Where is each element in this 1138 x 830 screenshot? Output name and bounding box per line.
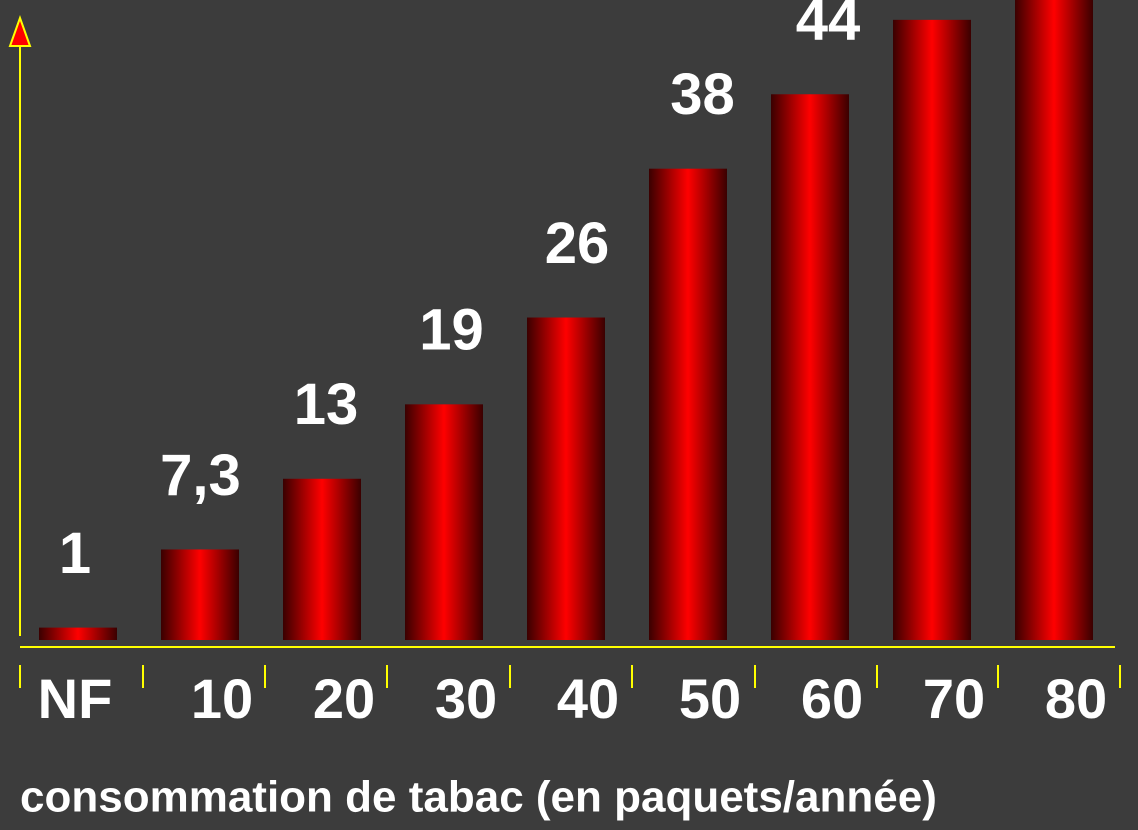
x-tick-label: 40 bbox=[557, 667, 619, 730]
y-axis-arrow bbox=[8, 15, 32, 47]
value-label: 7,3 bbox=[160, 443, 241, 508]
bar bbox=[405, 404, 483, 640]
x-tick-label: 20 bbox=[313, 667, 375, 730]
x-tick-label: 80 bbox=[1045, 667, 1107, 730]
x-tick-label: 10 bbox=[191, 667, 253, 730]
bar bbox=[893, 19, 971, 640]
value-label: 26 bbox=[545, 211, 610, 276]
bar bbox=[527, 317, 605, 640]
value-label: 44 bbox=[796, 0, 861, 53]
bar bbox=[39, 627, 117, 640]
bar bbox=[649, 168, 727, 640]
value-label: 1 bbox=[59, 521, 91, 586]
bar bbox=[1015, 0, 1093, 640]
x-tick-label: 50 bbox=[679, 667, 741, 730]
tick-marks bbox=[19, 665, 1121, 688]
bar bbox=[771, 94, 849, 641]
bar bbox=[161, 549, 239, 640]
x-tick-label: 30 bbox=[435, 667, 497, 730]
x-axis-label: consommation de tabac (en paquets/année) bbox=[20, 773, 937, 822]
value-label: 13 bbox=[294, 372, 359, 437]
x-tick-label: NF bbox=[38, 667, 113, 730]
value-label: 19 bbox=[419, 298, 484, 363]
value-label: 38 bbox=[670, 62, 735, 127]
x-tick-label: 70 bbox=[923, 667, 985, 730]
x-tick-label: 60 bbox=[801, 667, 863, 730]
bar bbox=[283, 478, 361, 640]
